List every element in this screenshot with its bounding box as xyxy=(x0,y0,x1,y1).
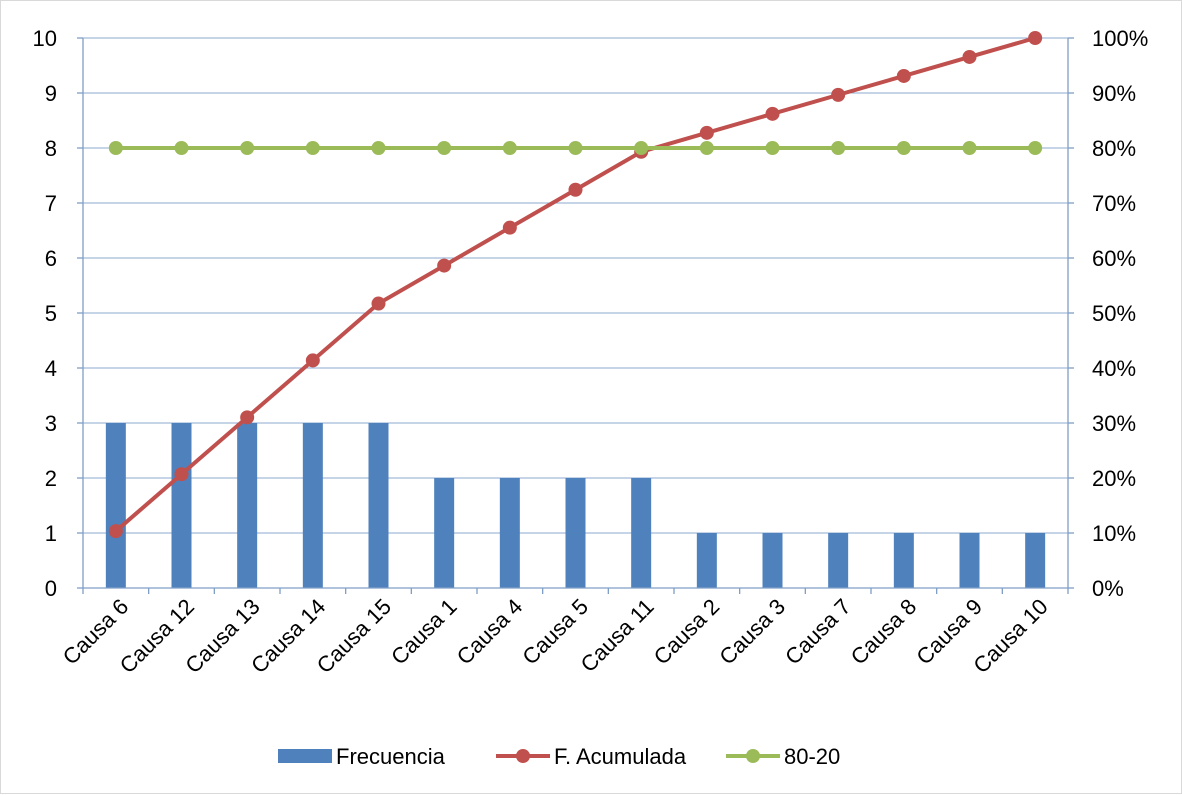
left-tick-label: 6 xyxy=(45,246,57,271)
bar-frecuencia xyxy=(368,423,389,588)
x-tick-label: Causa 11 xyxy=(576,594,659,677)
point-f-acumulada xyxy=(962,49,977,64)
series-lines xyxy=(108,31,1043,539)
right-tick-label: 40% xyxy=(1092,356,1136,381)
legend-marker-80-20 xyxy=(746,749,760,763)
point-80-20 xyxy=(568,141,583,155)
point-80-20 xyxy=(240,141,255,155)
legend-marker-f-acumulada xyxy=(516,749,530,763)
point-80-20 xyxy=(437,141,452,155)
left-tick-label: 1 xyxy=(45,521,57,546)
bar-frecuencia xyxy=(631,478,652,588)
right-axis-ticks: 0% 10% 20% 30% 40% 50% 60% 70% 80% 90% 100% xyxy=(1092,26,1148,601)
point-80-20 xyxy=(634,141,649,155)
bar-frecuencia xyxy=(696,533,717,588)
point-f-acumulada xyxy=(174,467,189,482)
point-80-20 xyxy=(962,141,977,155)
right-tick-label: 100% xyxy=(1092,26,1148,51)
bar-frecuencia xyxy=(893,533,914,588)
bar-frecuencia xyxy=(434,478,455,588)
right-tick-label: 70% xyxy=(1092,191,1136,216)
bar-frecuencia xyxy=(302,423,323,588)
point-80-20 xyxy=(502,141,517,155)
legend-label-frecuencia: Frecuencia xyxy=(336,744,446,769)
x-tick-label: Causa 7 xyxy=(780,594,856,670)
axes xyxy=(77,37,1074,594)
point-80-20 xyxy=(1028,141,1043,155)
left-tick-label: 3 xyxy=(45,411,57,436)
x-tick-label: Causa 8 xyxy=(846,594,922,670)
right-tick-label: 60% xyxy=(1092,246,1136,271)
legend-label-f-acumulada: F. Acumulada xyxy=(554,744,687,769)
bar-frecuencia xyxy=(959,533,980,588)
point-80-20 xyxy=(174,141,189,155)
point-f-acumulada xyxy=(108,524,123,539)
gridlines xyxy=(83,37,1068,534)
left-tick-label: 4 xyxy=(45,356,57,381)
right-tick-label: 80% xyxy=(1092,136,1136,161)
left-tick-label: 9 xyxy=(45,81,57,106)
bar-frecuencia xyxy=(828,533,849,588)
point-f-acumulada xyxy=(437,258,452,273)
bar-frecuencia xyxy=(237,423,258,588)
bar-frecuencia xyxy=(171,423,192,588)
right-tick-label: 10% xyxy=(1092,521,1136,546)
left-tick-label: 5 xyxy=(45,301,57,326)
right-tick-label: 30% xyxy=(1092,411,1136,436)
left-tick-label: 2 xyxy=(45,466,57,491)
point-f-acumulada xyxy=(765,106,780,121)
point-80-20 xyxy=(305,141,320,155)
point-f-acumulada xyxy=(371,296,386,311)
point-f-acumulada xyxy=(305,353,320,368)
left-tick-label: 10 xyxy=(33,26,57,51)
point-f-acumulada xyxy=(568,182,583,197)
right-tick-label: 50% xyxy=(1092,301,1136,326)
point-f-acumulada xyxy=(240,410,255,425)
x-tick-label: Causa 4 xyxy=(452,594,528,670)
point-f-acumulada xyxy=(502,220,517,235)
x-tick-label: Causa 1 xyxy=(386,594,462,670)
legend-swatch-frecuencia xyxy=(278,749,332,763)
right-tick-label: 20% xyxy=(1092,466,1136,491)
point-f-acumulada xyxy=(1028,31,1043,45)
legend: Frecuencia F. Acumulada 80-20 xyxy=(278,744,840,769)
bar-frecuencia xyxy=(105,423,126,588)
frecuencia-bars xyxy=(105,423,1046,588)
point-80-20 xyxy=(371,141,386,155)
point-80-20 xyxy=(699,141,714,155)
point-80-20 xyxy=(108,141,123,155)
right-tick-label: 0% xyxy=(1092,576,1124,601)
x-tick-label: Causa 3 xyxy=(714,594,790,670)
point-f-acumulada xyxy=(699,125,714,140)
left-tick-label: 0 xyxy=(45,576,57,601)
left-tick-label: 7 xyxy=(45,191,57,216)
legend-label-80-20: 80-20 xyxy=(784,744,840,769)
bar-frecuencia xyxy=(499,478,520,588)
left-axis-ticks: 0 1 2 3 4 5 6 7 8 9 10 xyxy=(33,26,57,601)
point-f-acumulada xyxy=(896,68,911,83)
point-80-20 xyxy=(765,141,780,155)
bar-frecuencia xyxy=(762,533,783,588)
point-f-acumulada xyxy=(831,87,846,102)
right-tick-label: 90% xyxy=(1092,81,1136,106)
point-80-20 xyxy=(896,141,911,155)
point-80-20 xyxy=(831,141,846,155)
x-tick-label: Causa 2 xyxy=(649,594,725,670)
left-tick-label: 8 xyxy=(45,136,57,161)
bar-frecuencia xyxy=(1025,533,1046,588)
bar-frecuencia xyxy=(565,478,586,588)
